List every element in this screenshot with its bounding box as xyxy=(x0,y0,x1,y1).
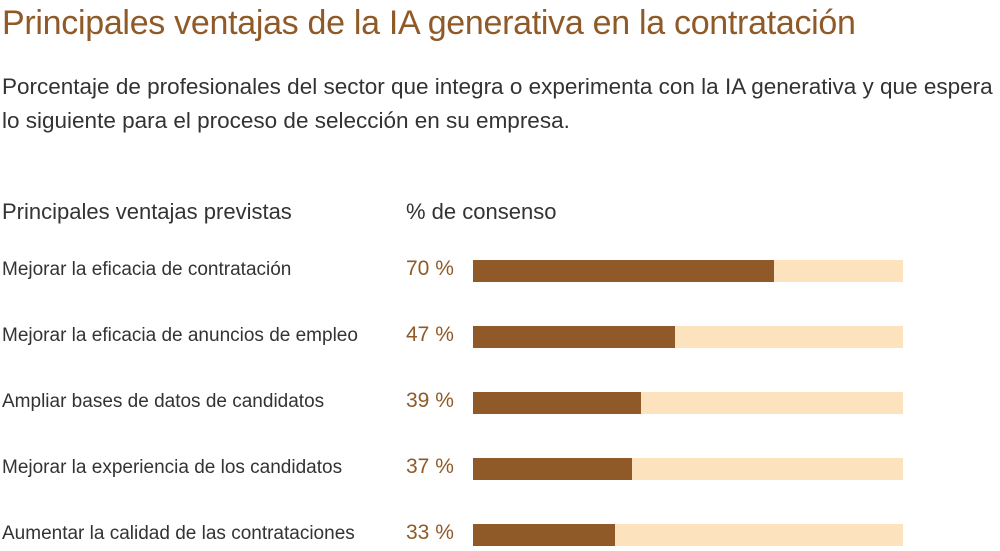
chart-subtitle: Porcentaje de profesionales del sector q… xyxy=(2,74,993,133)
bar-track xyxy=(473,524,903,546)
value-label: 47 % xyxy=(406,323,454,346)
bar-row: Ampliar bases de datos de candidatos 39 … xyxy=(0,389,1000,419)
category-header: Principales ventajas previstas xyxy=(2,199,292,224)
bar-row: Mejorar la experiencia de los candidatos… xyxy=(0,455,1000,485)
bar-track xyxy=(473,326,903,348)
bar xyxy=(473,458,633,480)
bar-row: Mejorar la eficacia de contratación 70 % xyxy=(0,257,1000,287)
chart-title: Principales ventajas de la IA generativa… xyxy=(2,4,856,42)
bar xyxy=(473,260,774,282)
bar-row: Mejorar la eficacia de anuncios de emple… xyxy=(0,323,1000,353)
bar xyxy=(473,392,641,414)
category-label: Aumentar la calidad de las contratacione… xyxy=(2,523,355,544)
category-label: Mejorar la eficacia de contratación xyxy=(2,259,292,280)
bar xyxy=(473,524,615,546)
bar-track xyxy=(473,260,903,282)
bar xyxy=(473,326,676,348)
category-label: Ampliar bases de datos de candidatos xyxy=(2,391,325,412)
value-label: 33 % xyxy=(406,521,454,544)
value-label: 70 % xyxy=(406,257,454,280)
value-header: % de consenso xyxy=(406,199,557,224)
bar-row: Aumentar la calidad de las contratacione… xyxy=(0,521,1000,551)
bar-track xyxy=(473,392,903,414)
category-label: Mejorar la experiencia de los candidatos xyxy=(2,457,343,478)
value-label: 37 % xyxy=(406,455,454,478)
category-label: Mejorar la eficacia de anuncios de emple… xyxy=(2,325,358,346)
value-label: 39 % xyxy=(406,389,454,412)
bar-track xyxy=(473,458,903,480)
